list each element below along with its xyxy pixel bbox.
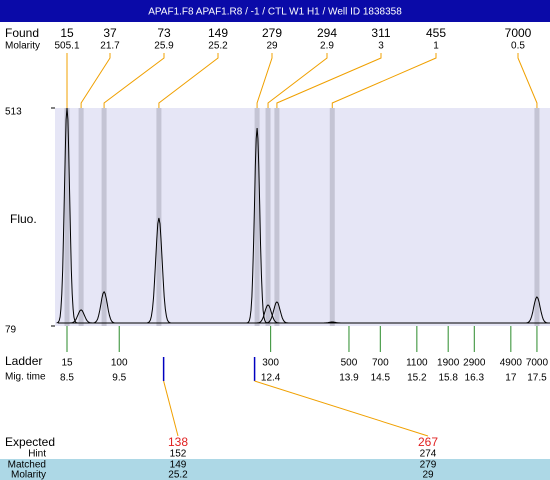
connector (267, 53, 328, 108)
ladder-time: 17.5 (527, 373, 547, 384)
peak (319, 321, 346, 324)
peak-band (265, 108, 271, 326)
ladder-size: 100 (111, 358, 128, 369)
found-size: 149 (208, 26, 228, 40)
y-tick-label: 79 (5, 325, 17, 336)
expected-molarity: 25.2 (168, 470, 188, 480)
y-tick-label: 513 (5, 107, 22, 118)
found-size: 15 (60, 26, 74, 40)
connector (103, 53, 165, 108)
matched-rows (0, 459, 550, 480)
matched-label: Matched (8, 460, 46, 471)
peak (56, 107, 78, 324)
ladder-time: 16.3 (465, 373, 485, 384)
matched: 279 (420, 460, 437, 471)
chart-title: APAF1.F8 APAF1.R8 / -1 / CTL W1 H1 / Wel… (148, 7, 402, 18)
ladder-time: 8.5 (60, 373, 74, 384)
ladder-size: 1900 (437, 358, 460, 369)
peak-band (64, 108, 70, 326)
peak (524, 296, 550, 324)
matched: 149 (170, 460, 187, 471)
plot-area (55, 108, 550, 326)
peak-band (254, 108, 260, 326)
found-size: 279 (262, 26, 282, 40)
peak-band (78, 108, 84, 326)
peak (91, 290, 117, 324)
molarity-label: Molarity (5, 41, 40, 52)
found-molarity: 505.1 (54, 41, 79, 52)
ladder-size: 300 (262, 358, 279, 369)
ladder-size: 7000 (526, 358, 549, 369)
found-molarity: 25.9 (154, 41, 174, 52)
peak-band (329, 108, 335, 326)
ladder-time: 9.5 (112, 373, 126, 384)
ladder-size: 700 (372, 358, 389, 369)
hint-label: Hint (28, 449, 46, 460)
peak-band (274, 108, 280, 326)
ladder-size: 2900 (463, 358, 486, 369)
found-molarity: 21.7 (100, 41, 120, 52)
found-size: 455 (426, 26, 446, 40)
ladder-time: 13.9 (339, 373, 359, 384)
expected-connector (254, 380, 429, 437)
found-molarity: 2.9 (320, 41, 334, 52)
found-label: Found (5, 26, 39, 40)
found-molarity: 0.5 (511, 41, 525, 52)
connector (517, 53, 538, 108)
ladder-time: 17 (505, 373, 517, 384)
found-size: 37 (103, 26, 117, 40)
peak (255, 304, 281, 324)
peak (246, 128, 268, 324)
hint: 152 (170, 449, 187, 460)
ladder-time: 15.8 (438, 373, 458, 384)
hint: 274 (420, 449, 437, 460)
expected-size: 138 (168, 435, 188, 449)
ladder-time: 14.5 (371, 373, 391, 384)
found-size: 73 (157, 26, 171, 40)
connector (276, 53, 382, 108)
ladder-size: 500 (341, 358, 358, 369)
ladder-size: 4900 (500, 358, 523, 369)
expected-label: Expected (5, 435, 55, 449)
found-size: 294 (317, 26, 337, 40)
peak (68, 309, 94, 324)
peak-band (156, 108, 162, 326)
exp-molarity-label: Molarity (11, 470, 46, 480)
ladder-time: 15.2 (407, 373, 427, 384)
found-molarity: 3 (378, 41, 384, 52)
mig-label: Mig. time (5, 372, 46, 383)
found-molarity: 29 (266, 41, 278, 52)
peak (146, 217, 172, 324)
peak-band (534, 108, 540, 326)
found-size: 311 (371, 26, 390, 40)
y-label: Fluo. (10, 212, 37, 226)
connector (158, 53, 219, 108)
ladder-size: 15 (61, 358, 73, 369)
peak-band (101, 108, 107, 326)
connector (256, 53, 273, 108)
connector (80, 53, 111, 108)
found-molarity: 25.2 (208, 41, 228, 52)
found-size: 7000 (505, 26, 532, 40)
found-molarity: 1 (433, 41, 439, 52)
expected-connector (163, 380, 179, 437)
peak (264, 301, 290, 324)
ladder-size: 1100 (406, 358, 428, 369)
connector (331, 53, 437, 108)
ladder-label: Ladder (5, 354, 42, 368)
title-bar (0, 0, 550, 22)
expected-size: 267 (418, 435, 438, 449)
ladder-time: 12.4 (261, 373, 281, 384)
expected-molarity: 29 (422, 470, 434, 480)
trace (56, 107, 550, 324)
